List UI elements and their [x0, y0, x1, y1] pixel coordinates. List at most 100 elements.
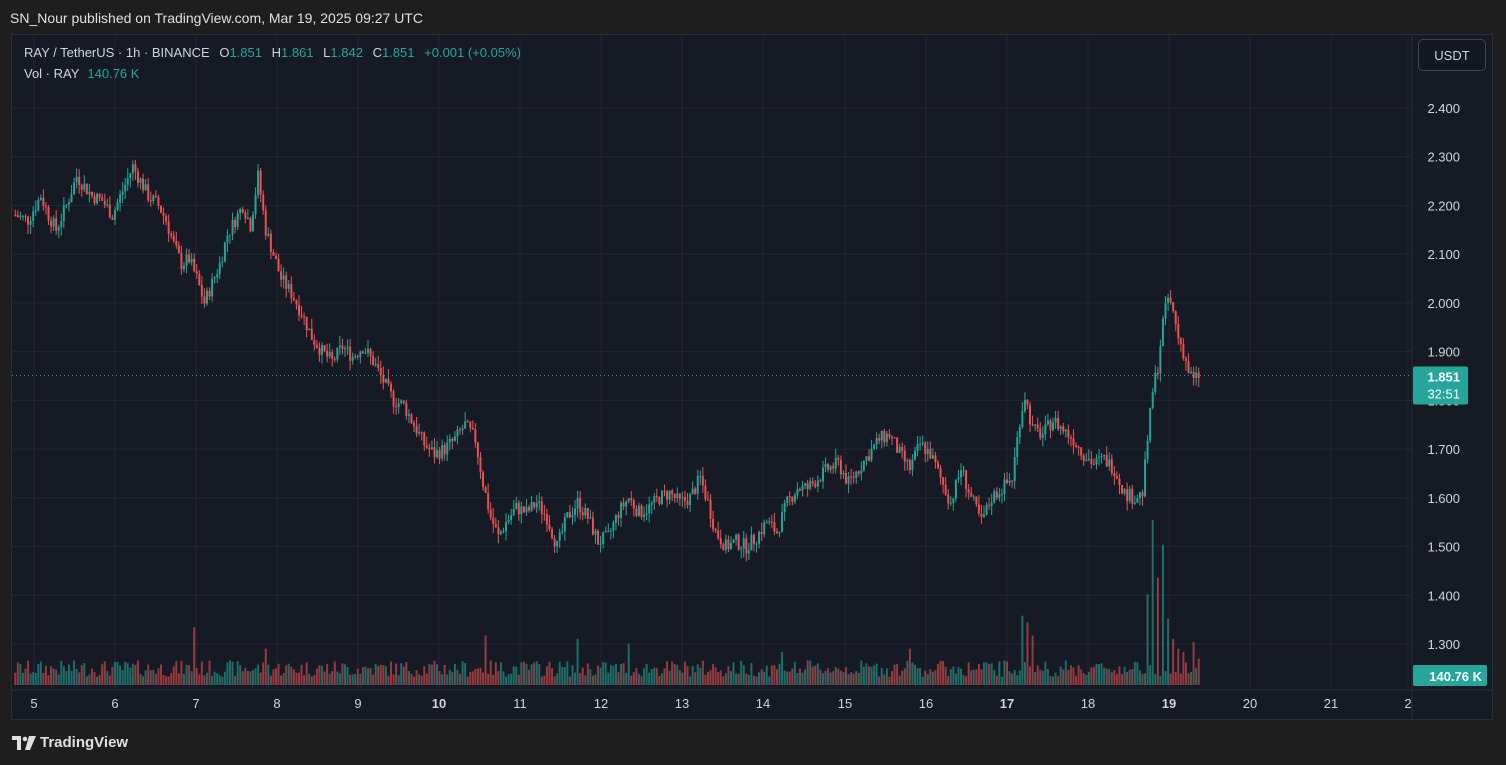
volume-bar — [512, 666, 515, 685]
volume-bar — [857, 672, 860, 685]
volume-bar — [1190, 671, 1193, 685]
candle-body — [361, 351, 364, 354]
volume-bar — [287, 663, 290, 685]
candle-body — [699, 476, 702, 478]
candle-body — [1011, 480, 1014, 482]
candle-body — [681, 497, 684, 499]
candle-body — [129, 173, 132, 178]
volume-bar — [73, 660, 76, 685]
volume-bar — [975, 669, 978, 685]
volume-bar — [50, 666, 53, 685]
volume-bar — [1057, 676, 1060, 685]
volume-bar — [597, 665, 600, 685]
symbol-label[interactable]: RAY / TetherUS · 1h · BINANCE — [24, 45, 210, 60]
volume-bar — [563, 667, 566, 685]
volume-bar — [423, 666, 426, 685]
volume-bar — [149, 670, 152, 685]
candle-body — [175, 241, 178, 246]
volume-bar — [1177, 648, 1180, 685]
volume-bar — [32, 672, 35, 685]
candle-body — [773, 522, 776, 532]
candle-body — [83, 183, 86, 190]
volume-bar — [719, 670, 722, 685]
volume-bar — [211, 675, 214, 685]
candle-body — [321, 345, 323, 355]
volume-bar — [1069, 665, 1072, 685]
candle-body — [1003, 479, 1006, 494]
y-tick-label: 1.900 — [1427, 345, 1460, 360]
volume-bar — [188, 665, 191, 685]
volume-bar — [136, 660, 139, 685]
volume-bar — [788, 671, 791, 685]
volume-bar — [709, 669, 712, 685]
candle-body — [1075, 445, 1078, 447]
volume-bar — [584, 675, 587, 685]
candle-body — [653, 496, 656, 503]
volume-bar — [494, 662, 497, 685]
volume-bar — [1085, 674, 1088, 685]
volume-bar — [402, 666, 405, 685]
candle-body — [453, 436, 456, 441]
candle-body — [390, 383, 392, 392]
volume-bar — [484, 635, 487, 685]
candle-body — [908, 460, 911, 471]
volume-bar — [367, 668, 369, 685]
volume-bar — [323, 671, 326, 685]
volume-bar — [786, 671, 789, 685]
candle-body — [832, 466, 835, 469]
volume-bar — [548, 661, 551, 685]
volume-bar — [535, 661, 538, 685]
volume-bar — [793, 661, 796, 685]
volume-bar — [850, 672, 853, 685]
volume-bar — [236, 661, 239, 685]
volume-bar — [24, 668, 27, 685]
volume-bar — [806, 660, 809, 685]
volume-bar — [428, 664, 431, 685]
volume-bar — [868, 666, 870, 685]
candle-body — [1105, 454, 1108, 467]
candle-body — [617, 515, 620, 518]
candle-body — [177, 245, 180, 254]
volume-bar — [65, 670, 68, 685]
volume-bar — [497, 670, 500, 685]
volume-bar — [995, 675, 998, 685]
candle-body — [709, 499, 712, 519]
candle-body — [1029, 404, 1032, 425]
volume-bar — [98, 674, 101, 685]
volume-bar — [487, 673, 490, 685]
candle-body — [548, 524, 551, 530]
candle-body — [415, 426, 418, 434]
volume-bar — [530, 664, 533, 685]
chart-panel[interactable] — [11, 34, 1493, 720]
volume-bar — [1187, 673, 1190, 685]
open-value: O1.851 — [219, 45, 262, 60]
volume-bar — [949, 669, 952, 685]
currency-button[interactable]: USDT — [1418, 39, 1486, 71]
volume-bar — [990, 663, 993, 685]
volume-bar — [998, 661, 1001, 685]
candle-body — [170, 233, 173, 236]
volume-bar — [609, 664, 612, 685]
volume-label[interactable]: Vol · RAY — [24, 66, 80, 81]
candle-body — [16, 215, 19, 218]
volume-bar — [346, 666, 349, 685]
volume-bar — [29, 673, 32, 685]
candle-body — [758, 531, 761, 544]
candle-body — [341, 345, 344, 350]
candle-body — [755, 543, 758, 545]
candle-body — [1085, 459, 1088, 462]
volume-tag — [1413, 665, 1487, 686]
volume-bar — [1159, 675, 1162, 685]
candle-body — [735, 534, 738, 540]
candle-body — [847, 476, 850, 484]
volume-bar — [1075, 675, 1078, 685]
candle-body — [689, 494, 692, 506]
volume-bar — [1149, 665, 1152, 685]
volume-bar — [208, 660, 211, 685]
candle-body — [1172, 302, 1175, 312]
candle-body — [714, 529, 717, 531]
candle-body — [400, 400, 403, 404]
volume-bar — [372, 674, 375, 685]
volume-bar — [275, 668, 277, 685]
